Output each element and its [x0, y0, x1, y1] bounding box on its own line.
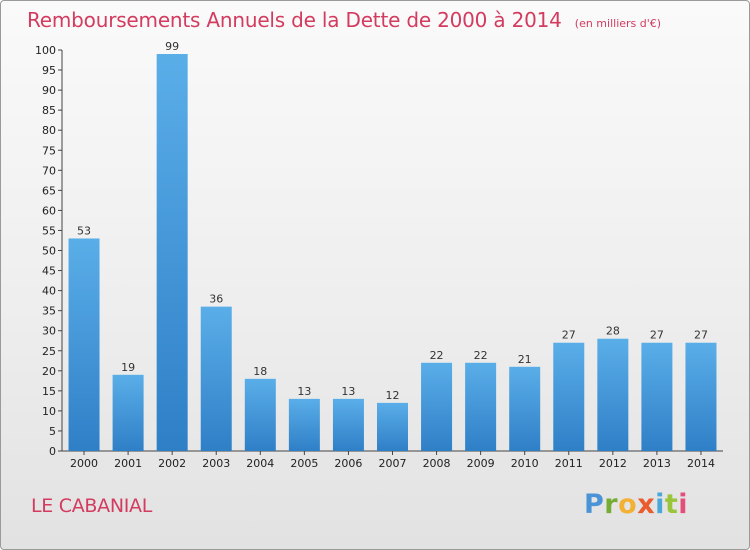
bar [685, 342, 717, 451]
bar-value-label: 53 [77, 224, 91, 237]
bars: 53 19 99 36 18 13 13 12 22 22 21 27 28 27 27 [68, 40, 717, 451]
y-tick-label: 80 [42, 124, 56, 137]
x-tick-label: 2010 [511, 457, 539, 470]
y-tick-label: 60 [42, 204, 56, 217]
bar [553, 342, 585, 451]
bar-value-label: 19 [121, 361, 135, 374]
y-tick-label: 15 [42, 385, 56, 398]
y-tick-label: 25 [42, 345, 56, 358]
bar [597, 338, 629, 451]
bar-value-label: 27 [562, 329, 576, 342]
bar-value-label: 27 [650, 329, 664, 342]
y-tick-label: 70 [42, 164, 56, 177]
bar [68, 238, 100, 451]
y-tick-label: 75 [42, 144, 56, 157]
bar-value-label: 36 [209, 293, 223, 306]
x-tick-label: 2009 [467, 457, 495, 470]
bar-value-label: 12 [386, 389, 400, 402]
commune-name: LE CABANIAL [31, 495, 153, 517]
axes: 0 5 10 15 20 25 30 35 40 45 50 55 60 65 70 75 80 85 90 95 10… [35, 44, 723, 470]
bar-value-label: 99 [165, 40, 179, 53]
bar [465, 362, 497, 451]
bar [377, 402, 408, 451]
chart-title: Remboursements Annuels de la Dette de 20… [27, 8, 562, 32]
y-tick-label: 55 [42, 224, 56, 237]
y-tick-label: 90 [42, 84, 56, 97]
bar-value-label: 13 [341, 385, 355, 398]
y-tick-label: 20 [42, 365, 56, 378]
x-tick-label: 2000 [70, 457, 98, 470]
y-tick-label: 100 [35, 44, 56, 57]
x-tick-label: 2002 [158, 457, 186, 470]
bar [112, 374, 144, 451]
y-tick-label: 0 [49, 445, 56, 458]
x-tick-label: 2001 [114, 457, 142, 470]
bar [509, 366, 541, 451]
bar [244, 378, 276, 451]
y-tick-label: 30 [42, 325, 56, 338]
bar [332, 398, 364, 451]
bar [200, 306, 232, 451]
y-tick-label: 5 [49, 425, 56, 438]
bar-value-label: 28 [606, 325, 620, 338]
x-tick-label: 2013 [643, 457, 671, 470]
y-tick-label: 35 [42, 305, 56, 318]
x-tick-label: 2014 [687, 457, 715, 470]
bar-value-label: 22 [430, 349, 444, 362]
y-tick-label: 10 [42, 405, 56, 418]
x-tick-label: 2004 [246, 457, 274, 470]
y-tick-label: 65 [42, 184, 56, 197]
bar-value-label: 21 [518, 353, 532, 366]
x-tick-label: 2007 [379, 457, 407, 470]
bar-value-label: 18 [253, 365, 267, 378]
y-tick-label: 85 [42, 104, 56, 117]
bar [156, 54, 188, 451]
x-tick-label: 2008 [423, 457, 451, 470]
bar [421, 362, 453, 451]
bar [641, 342, 673, 451]
proxiti-logo[interactable]: Proxiti [584, 489, 689, 520]
title-row: Remboursements Annuels de la Dette de 20… [27, 8, 661, 32]
bar-value-label: 22 [474, 349, 488, 362]
x-tick-label: 2006 [334, 457, 362, 470]
y-tick-label: 45 [42, 265, 56, 278]
bar-value-label: 13 [297, 385, 311, 398]
y-tick-label: 95 [42, 64, 56, 77]
bar [288, 398, 320, 451]
y-tick-label: 40 [42, 285, 56, 298]
chart-unit: (en milliers d'€) [574, 17, 662, 30]
bar-value-label: 27 [694, 329, 708, 342]
x-tick-label: 2003 [202, 457, 230, 470]
x-tick-label: 2005 [290, 457, 318, 470]
y-tick-label: 50 [42, 245, 56, 258]
x-tick-label: 2012 [599, 457, 627, 470]
x-tick-label: 2011 [555, 457, 583, 470]
